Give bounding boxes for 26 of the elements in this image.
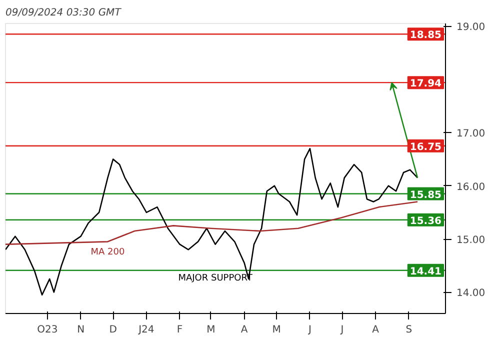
x-tick-label: M xyxy=(272,324,281,336)
x-tick-label: M xyxy=(206,324,216,336)
x-tick-label: D xyxy=(109,324,118,336)
y-tick-label: 19.00 xyxy=(456,22,486,34)
x-tick-label: S xyxy=(406,324,412,336)
ref-line-label: 14.41 xyxy=(410,266,442,278)
ref-line-label: 15.36 xyxy=(410,216,442,227)
y-tick-label: 14.00 xyxy=(456,288,486,300)
x-tick-label: J xyxy=(307,324,312,336)
chart-title: 09/09/2024 03:30 GMT xyxy=(6,8,122,18)
ref-line-label: 16.75 xyxy=(410,142,442,153)
annotation: MAJOR SUPPORT xyxy=(178,273,253,284)
x-tick-label: N xyxy=(77,324,85,336)
y-tick-label: 16.00 xyxy=(456,182,486,193)
x-tick-label: A xyxy=(240,324,248,336)
ref-line-label: 15.85 xyxy=(410,190,442,201)
x-tick-label: J xyxy=(340,324,344,336)
ref-line-label: 17.94 xyxy=(410,78,442,90)
ref-line-label: 18.85 xyxy=(410,30,442,42)
y-tick-label: 15.00 xyxy=(456,235,486,246)
x-tick-label: A xyxy=(372,324,380,336)
x-tick-label: J24 xyxy=(138,324,154,336)
y-tick-label: 17.00 xyxy=(456,128,486,140)
x-tick-label: O23 xyxy=(37,324,58,336)
x-tick-label: F xyxy=(176,324,183,336)
series-label: MA 200 xyxy=(90,248,125,258)
